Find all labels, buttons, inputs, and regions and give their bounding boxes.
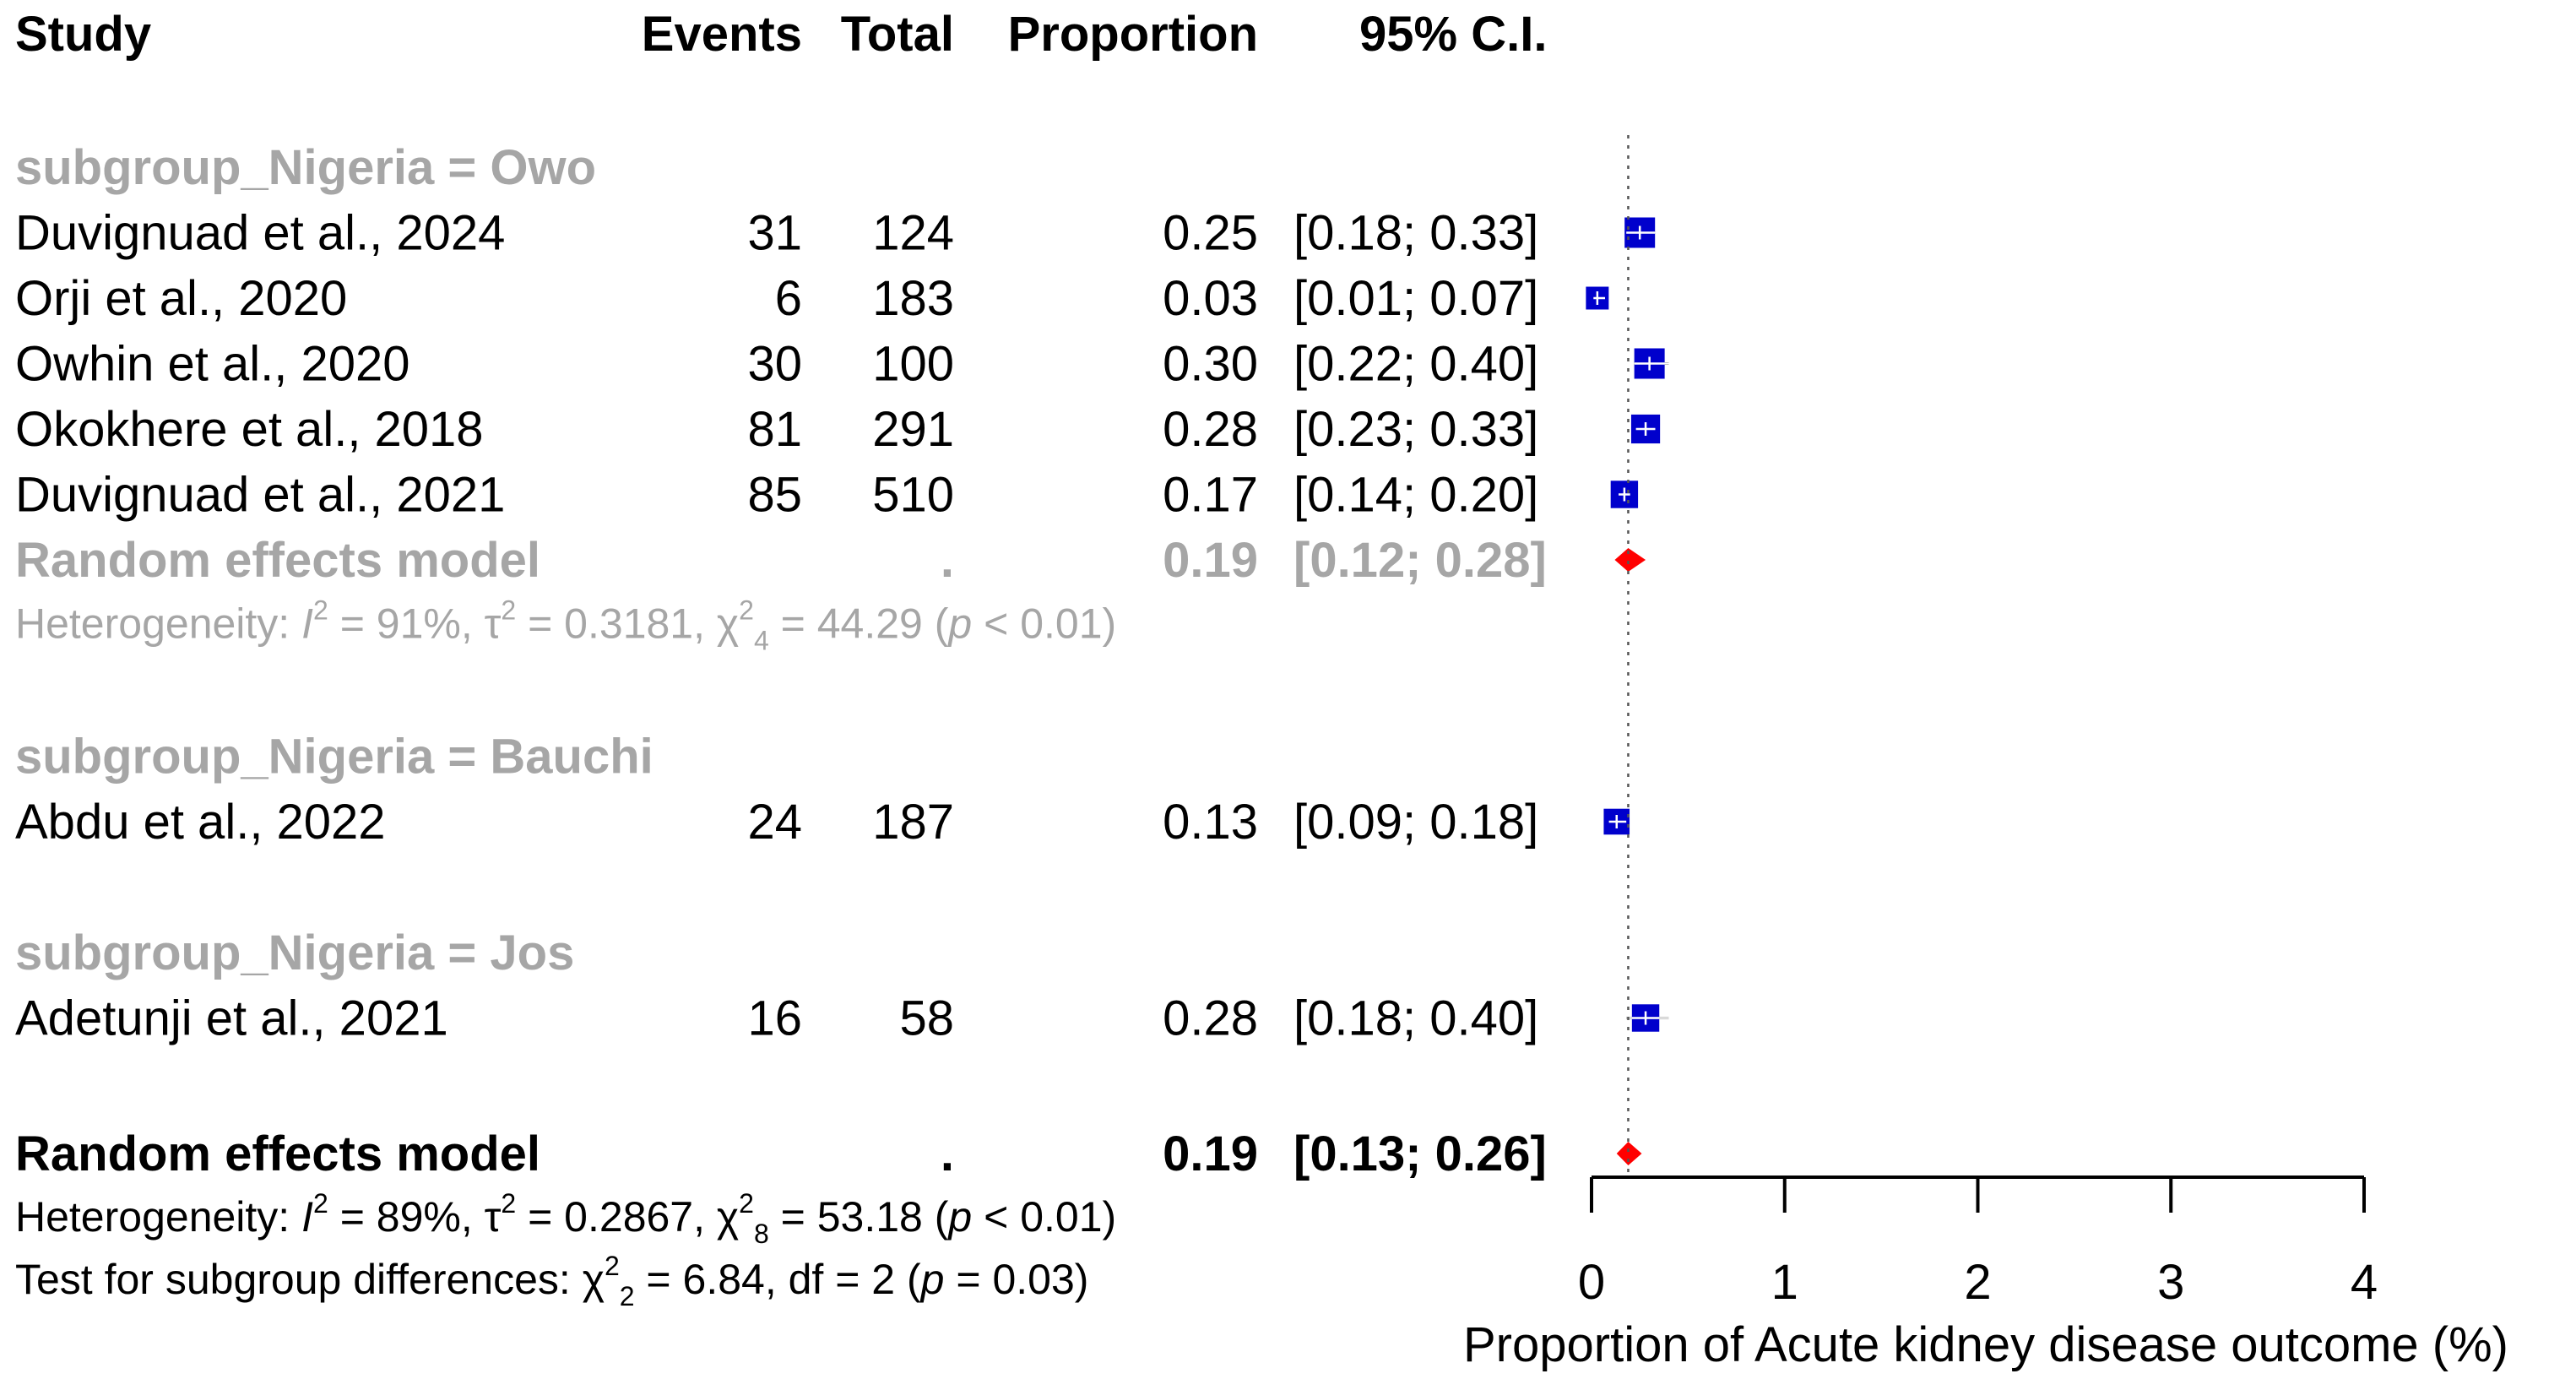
study-total: 100 <box>872 337 954 392</box>
study-proportion: 0.25 <box>1163 206 1258 261</box>
study-proportion: 0.30 <box>1163 337 1258 392</box>
x-axis-label: Proportion of Acute kidney disease outco… <box>1463 1317 2508 1372</box>
study-ci: [0.23; 0.33] <box>1293 402 1538 457</box>
study-proportion: 0.13 <box>1163 795 1258 850</box>
summary-proportion: 0.19 <box>1163 1127 1258 1181</box>
header-proportion: Proportion <box>1008 7 1258 62</box>
x-tick-label: 3 <box>2157 1255 2184 1310</box>
study-label: Adetunji et al., 2021 <box>15 991 448 1046</box>
summary-label: Random effects model <box>15 533 540 588</box>
study-ci: [0.18; 0.40] <box>1293 991 1538 1046</box>
summary-events: . <box>941 533 954 588</box>
x-tick-label: 4 <box>2351 1255 2378 1310</box>
study-label: Duvignuad et al., 2021 <box>15 468 505 523</box>
summary-proportion: 0.19 <box>1163 533 1258 588</box>
study-ci: [0.22; 0.40] <box>1293 337 1538 392</box>
study-ci: [0.09; 0.18] <box>1293 795 1538 850</box>
study-total: 124 <box>872 206 954 261</box>
study-label: Orji et al., 2020 <box>15 271 347 326</box>
study-label: Abdu et al., 2022 <box>15 795 386 850</box>
study-events: 24 <box>747 795 802 850</box>
header-ci: 95% C.I. <box>1359 7 1547 62</box>
study-total: 510 <box>872 468 954 523</box>
x-tick-label: 2 <box>1964 1255 1991 1310</box>
study-proportion: 0.28 <box>1163 991 1258 1046</box>
summary-diamond <box>1614 548 1646 572</box>
subgroup-test-text: Test for subgroup differences: χ22 = 6.8… <box>15 1251 1088 1311</box>
study-ci: [0.14; 0.20] <box>1293 468 1538 523</box>
header-total: Total <box>841 7 954 62</box>
study-ci: [0.01; 0.07] <box>1293 271 1538 326</box>
study-label: Okokhere et al., 2018 <box>15 402 484 457</box>
subgroup-label: subgroup_Nigeria = Owo <box>15 140 596 195</box>
subgroup-label: subgroup_Nigeria = Bauchi <box>15 730 653 785</box>
summary-label: Random effects model <box>15 1127 540 1181</box>
study-total: 187 <box>872 795 954 850</box>
study-events: 6 <box>775 271 802 326</box>
study-events: 81 <box>747 402 802 457</box>
heterogeneity-text: Heterogeneity: I2 = 91%, τ2 = 0.3181, χ2… <box>15 595 1116 656</box>
study-label: Owhin et al., 2020 <box>15 337 410 392</box>
heterogeneity-text: Heterogeneity: I2 = 89%, τ2 = 0.2867, χ2… <box>15 1188 1116 1249</box>
x-tick-label: 1 <box>1771 1255 1798 1310</box>
study-proportion: 0.17 <box>1163 468 1258 523</box>
study-proportion: 0.03 <box>1163 271 1258 326</box>
header-events: Events <box>642 7 802 62</box>
study-proportion: 0.28 <box>1163 402 1258 457</box>
study-ci: [0.18; 0.33] <box>1293 206 1538 261</box>
x-tick-label: 0 <box>1578 1255 1605 1310</box>
summary-ci: [0.13; 0.26] <box>1293 1127 1547 1181</box>
header-study: Study <box>15 7 151 62</box>
study-events: 30 <box>747 337 802 392</box>
summary-diamond <box>1616 1142 1642 1165</box>
study-label: Duvignuad et al., 2024 <box>15 206 505 261</box>
study-events: 31 <box>747 206 802 261</box>
study-events: 85 <box>747 468 802 523</box>
summary-ci: [0.12; 0.28] <box>1293 533 1547 588</box>
study-total: 58 <box>899 991 954 1046</box>
subgroup-label: subgroup_Nigeria = Jos <box>15 926 574 980</box>
summary-events: . <box>941 1127 954 1181</box>
study-total: 183 <box>872 271 954 326</box>
study-events: 16 <box>747 991 802 1046</box>
study-total: 291 <box>872 402 954 457</box>
